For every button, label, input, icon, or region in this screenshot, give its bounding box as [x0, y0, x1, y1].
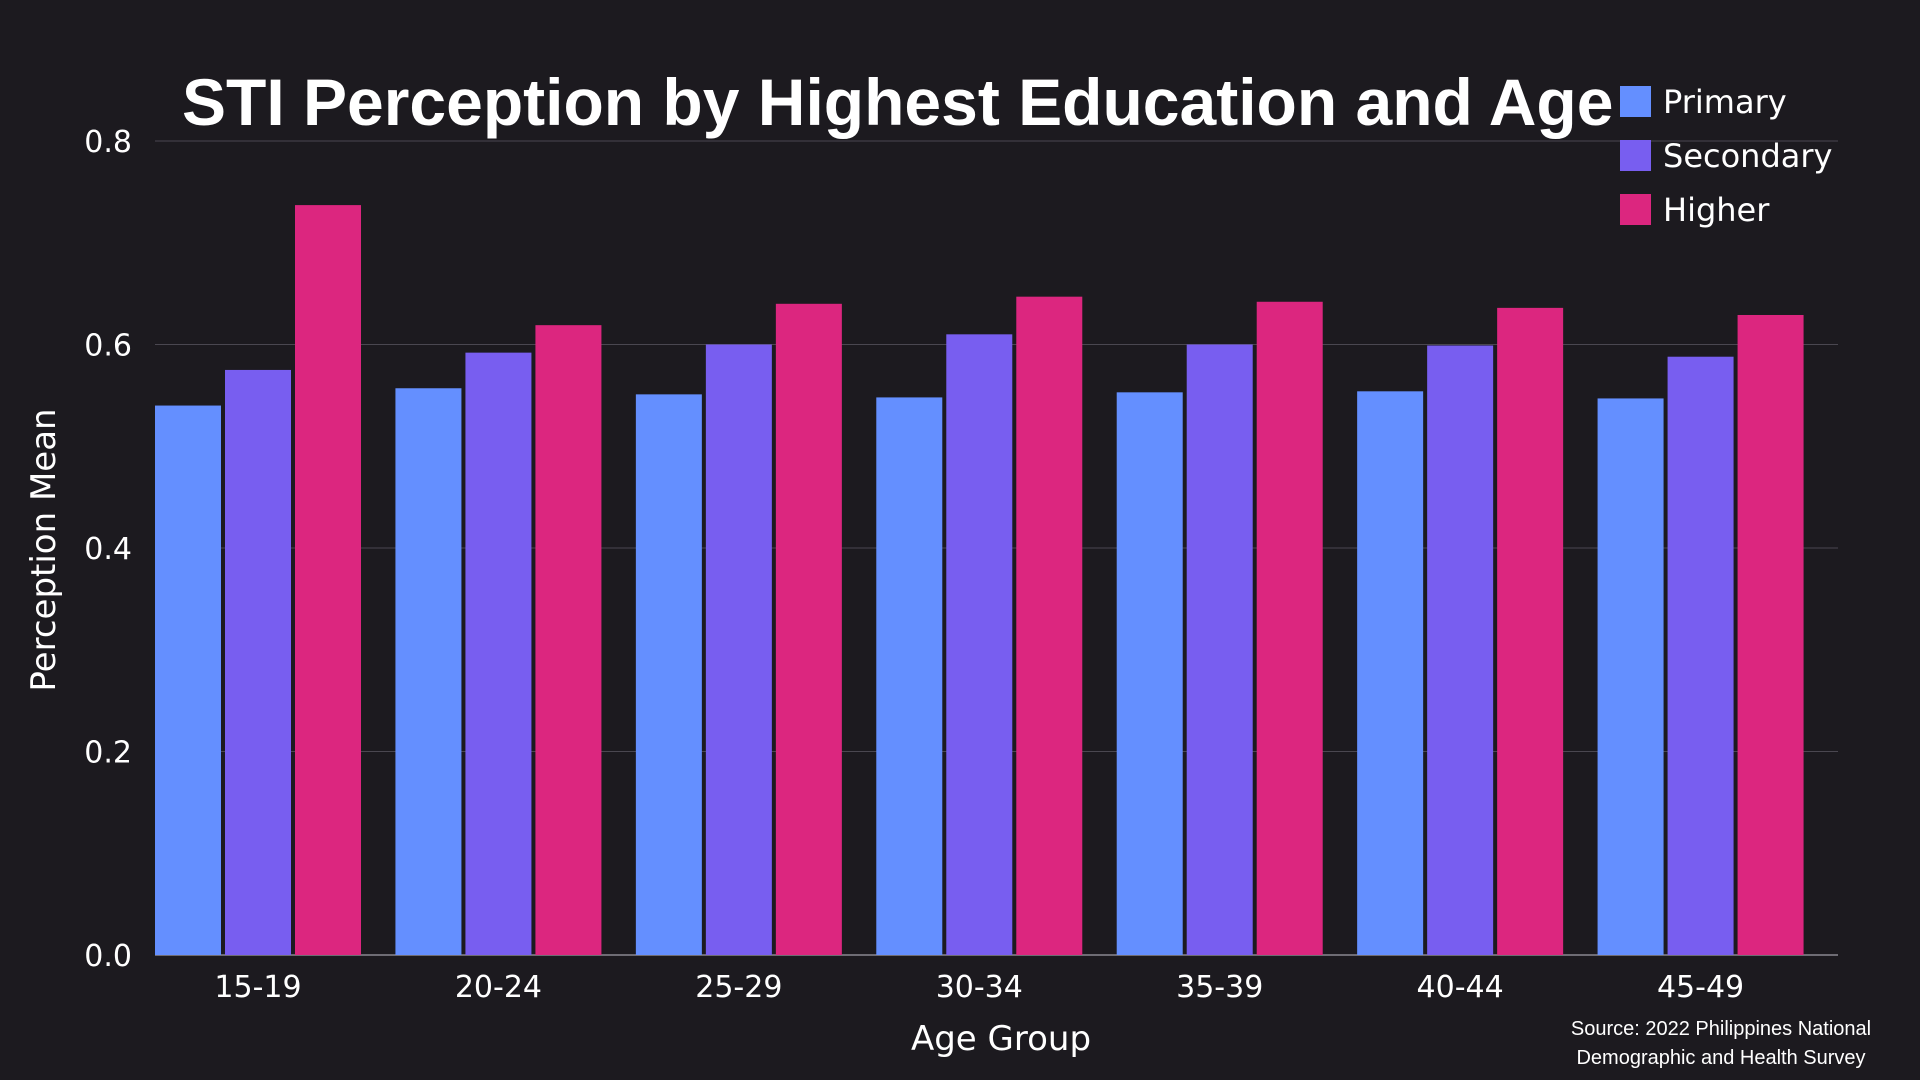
x-tick-labels: 15-19 20-24 25-29 30-34 35-39 40-44 45-49	[214, 970, 1744, 1005]
source-line-2: Demographic and Health Survey	[1576, 1047, 1865, 1069]
source-line-1: Source: 2022 Philippines National	[1571, 1018, 1871, 1040]
chart-title: STI Perception by Highest Education and …	[182, 65, 1613, 139]
bar-higher-25-29	[775, 303, 842, 955]
legend-label-secondary: Secondary	[1663, 137, 1832, 175]
bars	[155, 205, 1804, 956]
y-tick-labels: 0.0 0.2 0.4 0.6 0.8	[84, 125, 132, 974]
legend: Primary Secondary Higher	[1620, 83, 1832, 229]
bar-primary-25-29	[635, 394, 702, 955]
bar-primary-15-19	[155, 405, 221, 955]
bar-secondary-25-29	[705, 344, 772, 955]
y-tick-label: 0.2	[84, 736, 132, 771]
bar-higher-40-44	[1497, 307, 1564, 955]
bar-primary-40-44	[1357, 391, 1424, 955]
bar-primary-35-39	[1116, 392, 1183, 955]
legend-label-primary: Primary	[1663, 83, 1787, 121]
bar-secondary-20-24	[465, 352, 532, 955]
y-tick-label: 0.4	[84, 532, 132, 567]
bar-higher-35-39	[1256, 301, 1323, 955]
bar-higher-45-49	[1737, 314, 1804, 955]
legend-label-higher: Higher	[1663, 191, 1770, 229]
x-tick-label: 30-34	[936, 970, 1023, 1005]
x-tick-label: 25-29	[695, 970, 782, 1005]
legend-swatch-secondary	[1620, 140, 1651, 171]
x-tick-label: 35-39	[1176, 970, 1263, 1005]
x-tick-label: 45-49	[1657, 970, 1744, 1005]
bar-secondary-40-44	[1427, 345, 1494, 956]
bar-higher-30-34	[1016, 296, 1083, 955]
bar-higher-15-19	[295, 205, 361, 956]
bar-primary-20-24	[395, 388, 462, 955]
x-tick-label: 20-24	[455, 970, 542, 1005]
legend-swatch-primary	[1620, 86, 1651, 117]
y-tick-label: 0.6	[84, 329, 132, 364]
bar-primary-45-49	[1597, 398, 1664, 955]
legend-swatch-higher	[1620, 194, 1651, 225]
bar-primary-30-34	[876, 397, 943, 955]
y-tick-label: 0.8	[84, 125, 132, 160]
bar-secondary-45-49	[1667, 356, 1734, 956]
bar-secondary-15-19	[225, 369, 291, 955]
bar-secondary-35-39	[1186, 344, 1253, 955]
x-tick-label: 40-44	[1417, 970, 1504, 1005]
x-tick-label: 15-19	[214, 970, 301, 1005]
y-tick-label: 0.0	[84, 939, 132, 974]
x-axis-label: Age Group	[911, 1019, 1091, 1059]
bar-secondary-30-34	[946, 334, 1013, 955]
y-axis-label: Perception Mean	[24, 408, 64, 691]
bar-higher-20-24	[535, 325, 602, 956]
